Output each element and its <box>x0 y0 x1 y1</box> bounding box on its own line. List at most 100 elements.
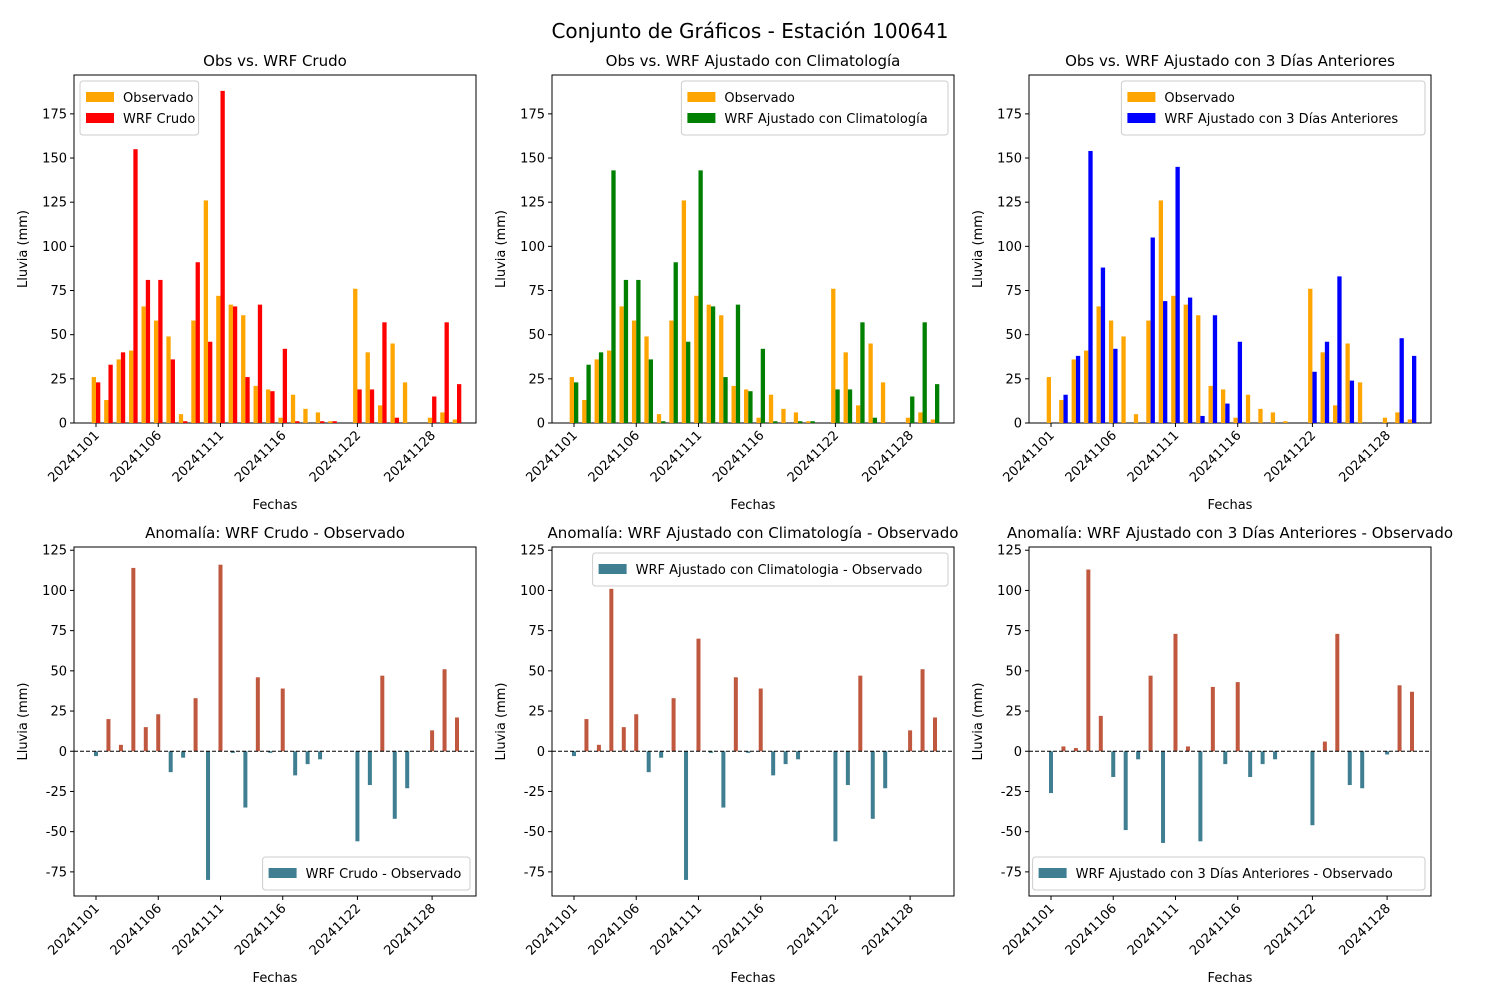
y-tick-label: 25 <box>1005 705 1022 720</box>
anomaly-bar <box>584 719 589 752</box>
bar-wrf <box>270 391 275 423</box>
y-tick-label: -25 <box>46 785 67 800</box>
x-axis-label: Fechas <box>1208 971 1253 986</box>
bar-wrf <box>661 421 666 423</box>
bar-observado <box>178 414 184 423</box>
y-tick-label: 50 <box>1005 664 1022 679</box>
y-tick-label: 50 <box>528 328 545 343</box>
anomaly-bar <box>684 751 689 880</box>
y-tick-label: 0 <box>1014 745 1022 760</box>
bar-observado <box>644 336 649 423</box>
bar-wrf <box>686 341 691 423</box>
y-tick-label: -50 <box>524 825 545 840</box>
panel-title: Anomalía: WRF Crudo - Observado <box>145 524 405 542</box>
bar-wrf <box>1212 315 1218 423</box>
legend-label: Observado <box>123 91 194 106</box>
bar-observado <box>1071 359 1076 423</box>
panel-title: Obs vs. WRF Ajustado con 3 Días Anterior… <box>1065 52 1395 70</box>
bar-observado <box>191 320 196 423</box>
bar-observado <box>228 304 233 423</box>
x-axis-label: Fechas <box>731 971 776 986</box>
anomaly-bar <box>305 751 310 765</box>
bar-observado <box>427 417 433 423</box>
legend: Observado WRF Ajustado con 3 Días Anterio… <box>1120 80 1426 136</box>
bar-wrf <box>735 304 741 423</box>
axes-frame <box>73 74 477 424</box>
bar-observado <box>694 295 699 423</box>
y-tick-label: 175 <box>520 107 545 122</box>
anomaly-bar <box>758 688 763 752</box>
bar-observado <box>607 350 612 423</box>
bar-observado <box>1245 394 1251 423</box>
bar-observado <box>1395 412 1400 423</box>
bar-wrf <box>245 377 250 423</box>
bar-wrf <box>748 391 753 423</box>
anomaly-bar <box>646 751 651 773</box>
y-tick-label: 0 <box>59 745 67 760</box>
anomaly-bar <box>1385 751 1390 755</box>
bar-observado <box>1382 417 1388 423</box>
anomaly-bar <box>1173 633 1178 752</box>
legend-box <box>592 552 949 587</box>
anomaly-bar <box>392 751 397 819</box>
y-axis-label: Lluvia (mm) <box>971 210 986 288</box>
bar-observado <box>793 412 799 423</box>
legend-label: WRF Ajustado con 3 Días Anteriores - Obs… <box>1076 867 1393 882</box>
y-tick-label: -75 <box>524 865 545 880</box>
bar-wrf <box>369 389 375 423</box>
bar-observado <box>1357 382 1363 423</box>
anomaly-bar <box>1098 715 1103 752</box>
bar-wrf <box>332 421 337 423</box>
anomaly-bar <box>634 714 639 752</box>
y-tick-label: 25 <box>50 705 67 720</box>
anomaly-bar <box>671 698 676 752</box>
legend-label: Observado <box>1164 91 1235 106</box>
anomaly-bar <box>1210 686 1215 752</box>
anomaly-bar <box>143 727 148 752</box>
y-tick-label: -75 <box>1001 865 1022 880</box>
y-tick-label: 0 <box>537 745 545 760</box>
legend: Observado WRF Crudo <box>79 80 200 136</box>
anomaly-bar <box>1198 751 1203 842</box>
y-tick-label: 0 <box>537 417 545 432</box>
y-tick-label: 75 <box>528 284 545 299</box>
anomaly-bar <box>1161 751 1166 843</box>
bar-wrf <box>835 389 840 423</box>
anomaly-bar <box>430 730 435 752</box>
legend-label: WRF Ajustado con Climatología <box>724 112 927 127</box>
x-axis-label: Fechas <box>1208 498 1253 513</box>
anomaly-bar <box>1235 682 1240 752</box>
bar-observado <box>1121 336 1126 423</box>
bar-wrf <box>910 396 915 423</box>
anomaly-bar <box>106 719 111 752</box>
y-tick-label: 125 <box>42 544 67 559</box>
anomaly-bar <box>1397 685 1402 752</box>
bar-wrf <box>432 396 437 423</box>
bar-wrf <box>1100 267 1106 423</box>
bar-observado <box>681 200 687 423</box>
bar-wrf <box>1412 355 1417 423</box>
y-tick-label: 150 <box>42 152 67 167</box>
bar-observado <box>116 359 121 423</box>
bar-wrf <box>860 322 865 423</box>
bar-wrf <box>611 170 616 423</box>
bar-wrf <box>195 262 200 423</box>
bar-observado <box>1208 385 1213 423</box>
panel-title: Obs vs. WRF Ajustado con Climatología <box>606 52 901 70</box>
bar-observado <box>1258 408 1263 423</box>
axes-frame <box>1028 546 1432 897</box>
bar-observado <box>104 400 109 423</box>
legend-swatch <box>1127 92 1156 102</box>
bar-observado <box>1345 343 1350 423</box>
axes-frame <box>73 546 477 897</box>
anomaly-bar <box>1086 569 1091 752</box>
bar-observado <box>1308 288 1313 423</box>
bar-observado <box>1096 306 1101 423</box>
bar-observado <box>781 408 786 423</box>
bar-wrf <box>444 322 449 423</box>
y-tick-label: 100 <box>997 584 1022 599</box>
bar-observado <box>631 320 637 423</box>
y-tick-label: 100 <box>42 584 67 599</box>
